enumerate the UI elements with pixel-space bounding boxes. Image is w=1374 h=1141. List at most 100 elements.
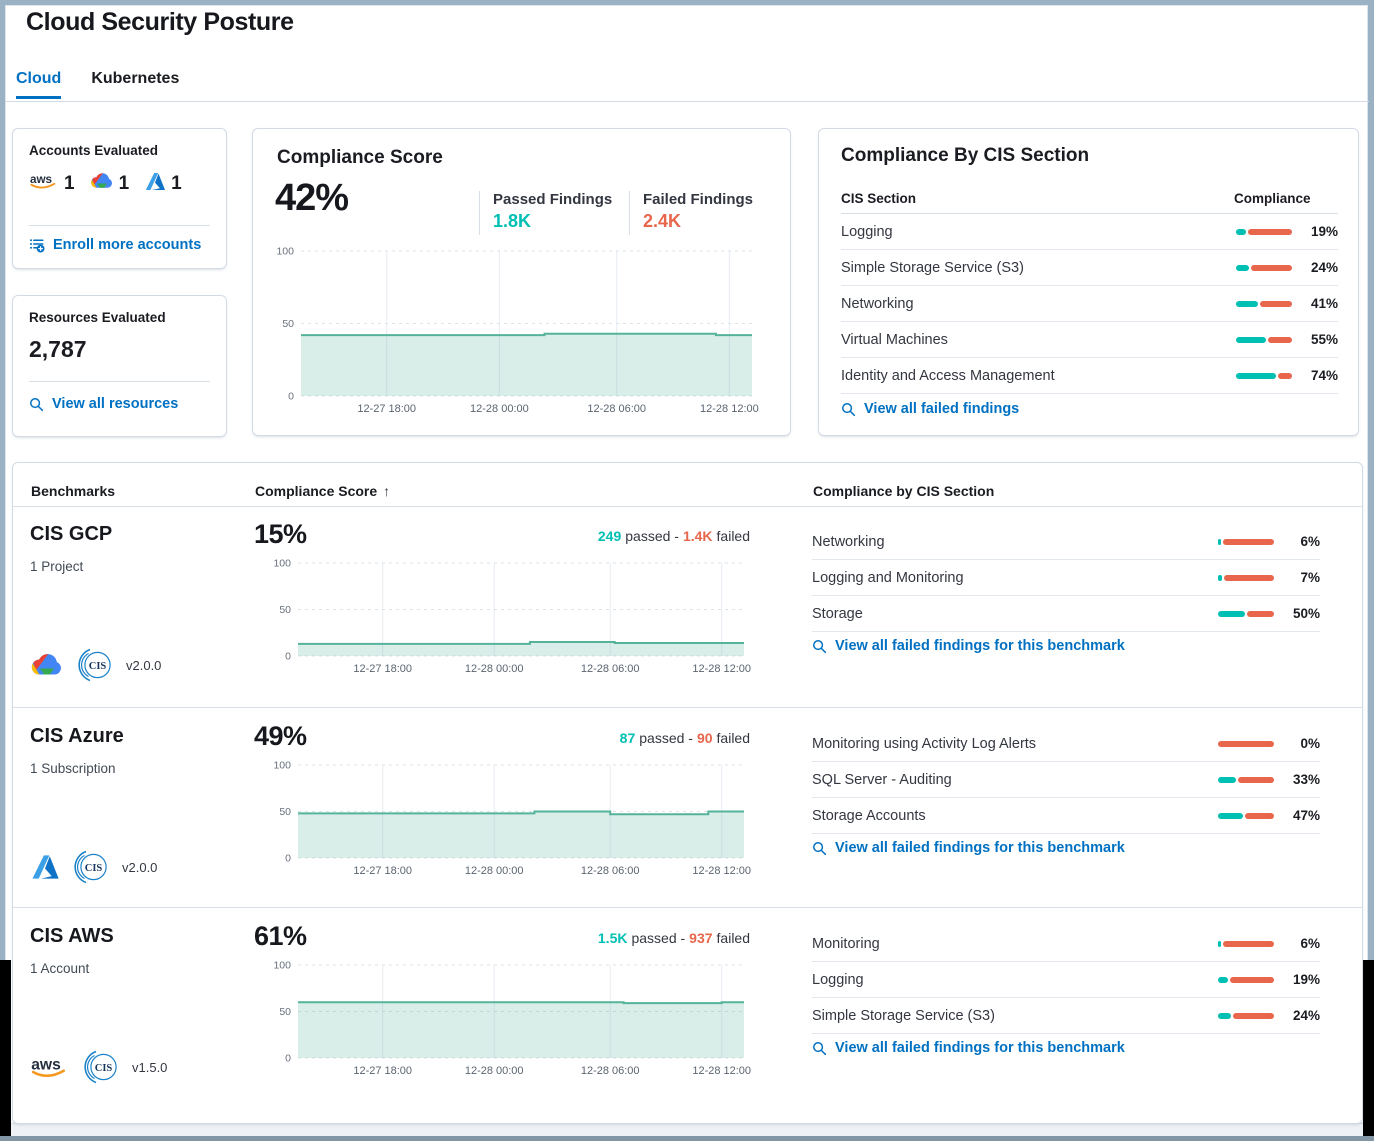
enroll-more-accounts-link[interactable]: Enroll more accounts [29,237,201,253]
benchmark-scope: 1 Project [30,559,84,574]
benchmark-section-row[interactable]: Logging and Monitoring 7% [812,560,1320,596]
stat-divider [479,191,480,235]
benchmark-section-row[interactable]: Networking 6% [812,524,1320,560]
sort-ascending-icon: ↑ [383,483,391,499]
benchmark-sections-table: Monitoring 6% Logging 19% Simple Storage… [812,926,1320,1034]
benchmark-score: 49% [254,721,307,751]
passed-count[interactable]: 1.5K [597,930,628,946]
accounts-card-title: Accounts Evaluated [29,143,159,158]
compliance-by-cis-section-card: Compliance By CIS Section CIS Section Co… [818,128,1359,436]
benchmark-logos: CIS v2.0.0 [30,645,161,685]
passed-count[interactable]: 249 [597,528,622,544]
svg-text:50: 50 [279,806,291,818]
benchmark-section-row[interactable]: Storage 50% [812,596,1320,632]
cis-section-row[interactable]: Logging 19% [841,214,1338,250]
svg-text:12-28 06:00: 12-28 06:00 [581,865,640,877]
benchmark-row: CIS AWS 1 Account aws CIS v1.5.0 61% 1.5… [12,907,1363,1117]
compliance-bar [1218,538,1274,545]
cis-section-row[interactable]: Simple Storage Service (S3) 24% [841,250,1338,286]
cis-section-row[interactable]: Networking 41% [841,286,1338,322]
col-header-benchmarks[interactable]: Benchmarks [31,483,116,499]
stat-divider [629,191,630,235]
search-icon [812,841,827,856]
svg-text:0: 0 [285,651,291,663]
resources-count: 2,787 [29,336,87,362]
compliance-bar [1218,1012,1274,1019]
failed-count[interactable]: 90 [696,730,713,746]
failed-count[interactable]: 1.4K [682,528,713,544]
passed-findings-value[interactable]: 1.8K [493,211,532,231]
col-header-compliance-score[interactable]: Compliance Score ↑ [255,483,391,499]
azure-logo-icon [30,854,60,880]
svg-text:12-28 00:00: 12-28 00:00 [465,663,524,675]
compliance-bar [1236,300,1292,307]
compliance-bar [1218,776,1274,783]
failed-findings-label: Failed Findings [643,191,754,208]
benchmark-section-row[interactable]: SQL Server - Auditing 33% [812,762,1320,798]
svg-text:50: 50 [279,604,291,616]
col-header-compliance: Compliance [1234,191,1311,206]
page-title: Cloud Security Posture [26,8,294,36]
svg-text:12-28 00:00: 12-28 00:00 [465,865,524,877]
passed-count[interactable]: 87 [619,730,636,746]
compliance-bar [1218,610,1274,617]
benchmark-section-row[interactable]: Monitoring using Activity Log Alerts 0% [812,726,1320,762]
compliance-bar [1236,228,1292,235]
svg-text:50: 50 [279,1006,291,1018]
azure-logo-icon [144,172,166,196]
tab-cloud[interactable]: Cloud [16,70,62,99]
enroll-accounts-icon [29,237,45,253]
svg-text:12-27 18:00: 12-27 18:00 [353,865,412,877]
passed-failed-summary: 87 passed - 90 failed [619,730,750,746]
failed-count[interactable]: 937 [689,930,713,946]
tab-kubernetes[interactable]: Kubernetes [91,70,180,87]
view-failed-findings-benchmark-link[interactable]: View all failed findings for this benchm… [812,1040,1125,1056]
table-header-divider [13,506,1362,507]
compliance-trend-chart: 0 50 100 12-27 18:00 12-28 00:00 12-28 06:00 1… [273,245,768,422]
tab-bar: Cloud Kubernetes [16,70,179,99]
benchmark-row: CIS GCP 1 Project CIS v2.0.0 15% 249 pas… [12,505,1363,707]
passed-failed-summary: 249 passed - 1.4K failed [597,528,750,544]
svg-text:50: 50 [282,318,294,330]
benchmark-section-row[interactable]: Simple Storage Service (S3) 24% [812,998,1320,1034]
benchmark-section-row[interactable]: Storage Accounts 47% [812,798,1320,834]
view-all-failed-findings-link[interactable]: View all failed findings [841,401,1019,417]
cis-section-row[interactable]: Virtual Machines 55% [841,322,1338,358]
aws-account-count: 1 [64,172,75,194]
svg-text:CIS: CIS [95,1063,113,1074]
svg-text:12-28 12:00: 12-28 12:00 [692,663,751,675]
cis-section-row[interactable]: Identity and Access Management 74% [841,358,1338,394]
compliance-bar [1236,336,1292,343]
cis-logo-icon: CIS [72,848,110,886]
benchmark-version: v2.0.0 [126,657,162,673]
benchmark-section-row[interactable]: Monitoring 6% [812,926,1320,962]
compliance-score-title: Compliance Score [277,147,443,168]
benchmark-section-row[interactable]: Logging 19% [812,962,1320,998]
gcp-logo-icon [30,651,64,679]
view-failed-findings-benchmark-link[interactable]: View all failed findings for this benchm… [812,638,1125,654]
svg-text:100: 100 [276,246,294,258]
area-chart-svg: 0 50 100 12-27 18:00 12-28 00:00 12-28 06:00 1… [273,960,751,1078]
svg-text:0: 0 [285,853,291,865]
benchmark-link-slot: View all failed findings for this benchm… [812,638,1125,659]
view-all-resources-link[interactable]: View all resources [29,396,178,412]
area-chart-svg: 0 50 100 12-27 18:00 12-28 00:00 12-28 06:00 1… [276,246,758,416]
azure-account-count: 1 [171,172,182,194]
aws-logo-icon: aws [29,172,59,195]
view-failed-findings-benchmark-link[interactable]: View all failed findings for this benchm… [812,840,1125,856]
benchmark-row-divider [12,907,1363,908]
resources-card-title: Resources Evaluated [29,310,166,325]
benchmark-score: 61% [254,921,307,951]
compliance-score-card: Compliance Score 42% Passed Findings 1.8… [252,128,791,436]
gcp-logo-icon [90,171,114,196]
failed-findings-value[interactable]: 2.4K [643,211,682,231]
benchmark-score: 15% [254,519,307,549]
svg-text:12-28 00:00: 12-28 00:00 [465,1065,524,1077]
col-header-compliance-by-cis-section: Compliance by CIS Section [813,483,995,499]
search-icon [29,397,44,412]
cis-logo-icon: CIS [82,1048,120,1086]
svg-text:12-28 06:00: 12-28 06:00 [581,1065,640,1077]
letterbox-left [0,960,11,1136]
benchmark-scope: 1 Subscription [30,761,116,776]
col-header-cis-section: CIS Section [841,191,917,206]
